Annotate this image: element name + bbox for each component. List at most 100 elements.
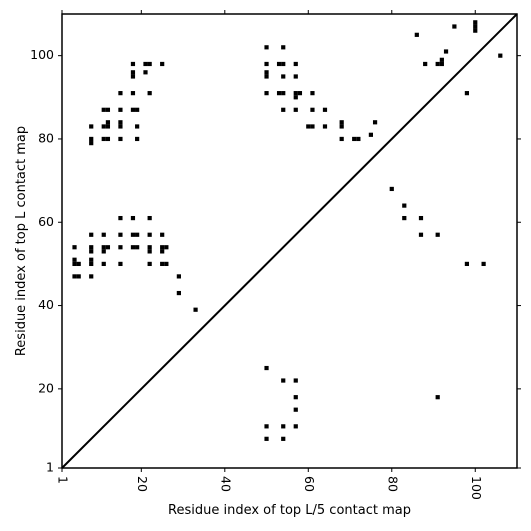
contact-point [293, 91, 298, 96]
contact-point [435, 232, 440, 237]
contact-point [310, 124, 315, 129]
contact-point [473, 28, 478, 33]
contact-point [164, 245, 169, 250]
contact-point [164, 261, 169, 267]
contact-point [130, 70, 136, 75]
contact-point [481, 261, 486, 267]
contact-point [293, 407, 298, 412]
x-tick-label: 40 [218, 476, 233, 492]
contact-point [118, 232, 123, 237]
contact-point [135, 136, 140, 142]
contact-points [72, 20, 503, 441]
contact-point [118, 136, 123, 142]
contact-point [464, 261, 470, 267]
contact-point [118, 245, 123, 250]
contact-point [310, 107, 315, 112]
contact-point [473, 24, 478, 29]
contact-point [147, 261, 152, 267]
contact-point [498, 53, 503, 58]
contact-point [435, 61, 440, 67]
contact-point [130, 61, 136, 67]
contact-point [118, 120, 123, 125]
contact-point [464, 91, 470, 96]
contact-point [105, 136, 111, 142]
contact-point [160, 245, 165, 250]
diagonal-line-group [61, 13, 518, 469]
contact-point [402, 203, 407, 208]
contact-point [293, 378, 298, 383]
contact-point [118, 215, 123, 221]
contact-point [339, 124, 344, 129]
contact-point [76, 274, 81, 279]
contact-point [281, 45, 286, 50]
contact-point [281, 61, 286, 67]
x-tick-label: 60 [302, 476, 317, 492]
contact-point [89, 232, 94, 237]
contact-point [105, 107, 111, 112]
contact-point [147, 61, 152, 67]
contact-point [76, 261, 81, 267]
contact-point [452, 24, 457, 29]
contact-point [130, 74, 136, 79]
contact-point [89, 124, 94, 129]
contact-point [193, 307, 198, 312]
contact-point [368, 132, 373, 137]
contact-point [130, 232, 136, 237]
contact-point [264, 424, 269, 429]
contact-point [118, 107, 123, 112]
contact-point [89, 245, 94, 250]
contact-point [160, 61, 165, 67]
contact-point [306, 124, 311, 129]
contact-point [130, 107, 136, 112]
contact-point [130, 215, 136, 221]
contact-point [160, 249, 165, 254]
y-tick-label: 80 [38, 130, 54, 145]
y-tick-label: 20 [38, 380, 54, 395]
contact-point [339, 120, 344, 125]
contact-point [118, 91, 123, 96]
contact-point [276, 61, 282, 67]
y-tick-label: 40 [38, 297, 54, 312]
contact-point [310, 91, 315, 96]
y-tick-label: 100 [30, 47, 54, 62]
contact-point [439, 57, 444, 62]
contact-point [414, 32, 419, 37]
x-tick-label: 20 [135, 476, 150, 492]
x-tick-label: 1 [56, 476, 71, 484]
y-axis-label: Residue index of top L contact map [14, 126, 29, 356]
contact-point [293, 107, 298, 112]
contact-point [352, 136, 357, 142]
contact-point [89, 249, 94, 254]
contact-point [143, 61, 148, 67]
contact-point [135, 232, 140, 237]
contact-point [135, 124, 140, 129]
contact-point [473, 20, 478, 25]
contact-point [264, 74, 269, 79]
contact-point [293, 395, 298, 400]
y-tick-label: 60 [38, 214, 54, 229]
x-axis-label: Residue index of top L/5 contact map [168, 503, 411, 518]
contact-point [135, 245, 140, 250]
contact-point [418, 215, 424, 221]
contact-point [281, 107, 286, 112]
contact-point [105, 245, 111, 250]
contact-point [72, 257, 77, 262]
contact-point [101, 245, 106, 250]
contact-point [105, 124, 111, 129]
contact-point [176, 274, 181, 279]
contact-point [418, 232, 424, 237]
contact-point [423, 61, 428, 67]
contact-point [281, 91, 286, 96]
contact-point [101, 261, 106, 267]
x-tick-label: 100 [469, 476, 484, 500]
contact-point [264, 45, 269, 50]
contact-point [89, 136, 94, 142]
contact-point [72, 245, 77, 250]
contact-point [143, 70, 148, 75]
contact-point [160, 232, 165, 237]
contact-point [101, 232, 106, 237]
contact-point [435, 395, 440, 400]
